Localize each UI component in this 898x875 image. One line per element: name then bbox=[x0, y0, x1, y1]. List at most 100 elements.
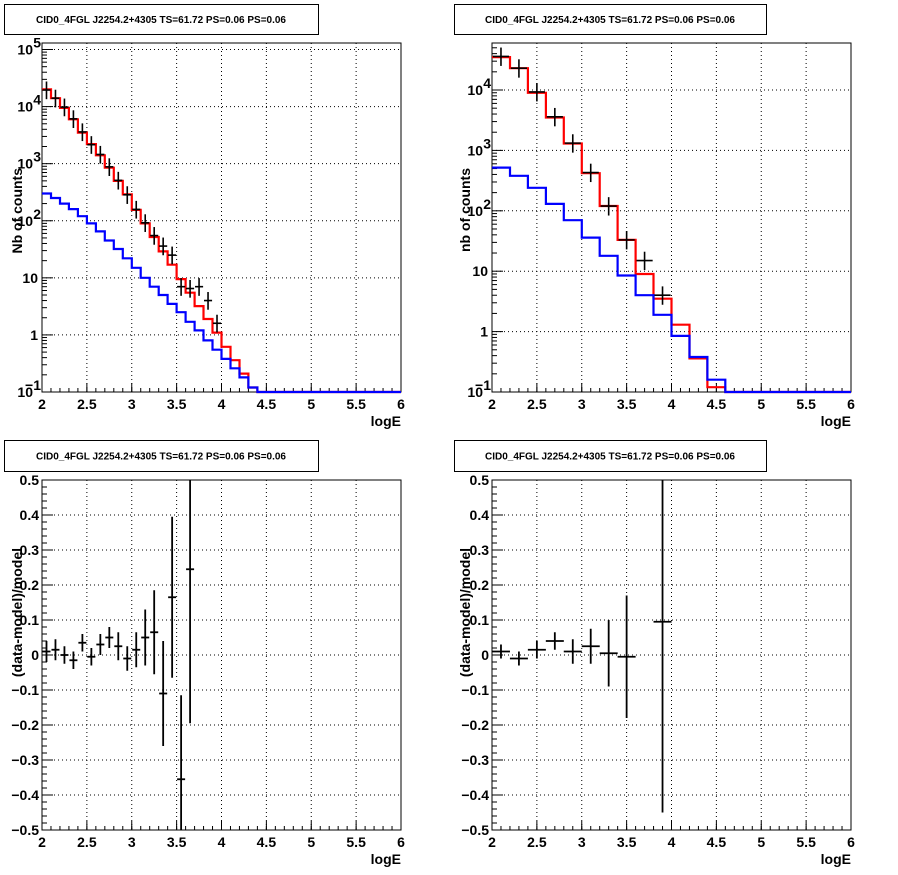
data-point bbox=[51, 89, 60, 108]
data-point bbox=[132, 200, 141, 219]
y-tick-exponent: 3 bbox=[483, 135, 491, 151]
y-tick-label: 0.3 bbox=[20, 542, 40, 558]
y-tick-label: 10 bbox=[472, 263, 488, 279]
y-tick-label: 0.1 bbox=[20, 612, 40, 628]
x-tick-label: 3 bbox=[578, 834, 586, 850]
data-point bbox=[564, 134, 581, 153]
data-point bbox=[141, 214, 150, 232]
residual-point bbox=[527, 641, 546, 659]
data-point bbox=[636, 251, 653, 271]
y-tick-label: 10 bbox=[467, 384, 483, 400]
x-tick-label: 4 bbox=[218, 834, 226, 850]
y-tick-label: 0 bbox=[481, 647, 489, 663]
plot-frame bbox=[491, 42, 852, 393]
chart-panel-2: CID0_4FGL J2254.2+4305 TS=61.72 PS=0.06 … bbox=[454, 4, 855, 429]
residual-point bbox=[114, 632, 123, 661]
y-tick-label: 1 bbox=[30, 327, 38, 343]
y-tick-label: −0.1 bbox=[461, 682, 489, 698]
data-point bbox=[546, 107, 563, 127]
residual-point bbox=[51, 639, 60, 661]
residual-point bbox=[150, 590, 159, 675]
y-tick-label: 10 bbox=[22, 270, 38, 286]
x-tick-label: 5.5 bbox=[346, 834, 366, 850]
data-point bbox=[203, 292, 213, 310]
x-tick-label: 3 bbox=[128, 834, 136, 850]
title-box bbox=[454, 440, 767, 472]
y-tick-label: −0.2 bbox=[461, 717, 489, 733]
x-tick-label: 6 bbox=[397, 834, 405, 850]
data-point bbox=[654, 286, 671, 305]
x-tick-label: 5.5 bbox=[346, 396, 366, 412]
data-point bbox=[600, 197, 617, 216]
x-tick-label: 2.5 bbox=[77, 834, 97, 850]
y-tick-exponent: 4 bbox=[33, 92, 41, 108]
data-point bbox=[510, 59, 528, 78]
y-tick-label: 10 bbox=[17, 99, 33, 115]
x-tick-label: 3 bbox=[128, 396, 136, 412]
title-box bbox=[4, 440, 319, 472]
x-axis-label: logE bbox=[371, 851, 401, 867]
chart-panel-1: CID0_4FGL J2254.2+4305 TS=61.72 PS=0.06 … bbox=[4, 4, 405, 429]
y-tick-label: −0.5 bbox=[11, 822, 39, 838]
residual-point bbox=[563, 639, 582, 664]
title-box bbox=[454, 4, 767, 35]
x-axis-label: logE bbox=[821, 413, 851, 429]
x-tick-label: 6 bbox=[397, 396, 405, 412]
series-step-line-blue bbox=[492, 166, 851, 394]
y-tick-label: 10 bbox=[17, 156, 33, 172]
y-tick-exponent: 3 bbox=[33, 149, 41, 165]
x-tick-label: 4.5 bbox=[707, 396, 727, 412]
residual-point bbox=[177, 695, 186, 830]
chart-title: CID0_4FGL J2254.2+4305 TS=61.72 PS=0.06 … bbox=[36, 15, 286, 26]
x-axis-label: logE bbox=[821, 851, 851, 867]
x-tick-label: 4.5 bbox=[707, 834, 727, 850]
y-tick-label: 0.5 bbox=[20, 472, 40, 488]
data-point bbox=[159, 237, 168, 256]
data-point bbox=[492, 47, 510, 66]
chart-title: CID0_4FGL J2254.2+4305 TS=61.72 PS=0.06 … bbox=[485, 452, 735, 463]
y-axis-label: nb of counts bbox=[457, 168, 473, 252]
y-tick-label: 0.2 bbox=[470, 577, 490, 593]
residual-point bbox=[141, 609, 150, 666]
x-tick-label: 3.5 bbox=[617, 834, 637, 850]
y-tick-label: 10 bbox=[17, 42, 33, 58]
chart-title: CID0_4FGL J2254.2+4305 TS=61.72 PS=0.06 … bbox=[485, 15, 735, 26]
plot-frame bbox=[491, 479, 852, 831]
data-point bbox=[60, 98, 69, 117]
y-tick-label: 10 bbox=[17, 213, 33, 229]
residual-point bbox=[509, 651, 528, 666]
y-axis-label: (data-model)/model bbox=[457, 548, 473, 677]
y-tick-exponent: 2 bbox=[483, 196, 491, 212]
residual-point bbox=[87, 648, 96, 666]
x-tick-label: 5.5 bbox=[796, 834, 816, 850]
series-step-line-red bbox=[42, 88, 401, 394]
y-tick-label: 1 bbox=[480, 324, 488, 340]
y-tick-label: 0.4 bbox=[20, 507, 40, 523]
residual-point bbox=[545, 632, 564, 650]
data-point bbox=[114, 171, 123, 190]
x-tick-label: 5.5 bbox=[796, 396, 816, 412]
residual-point bbox=[69, 651, 78, 669]
y-tick-label: 0.4 bbox=[470, 507, 490, 523]
residual-point bbox=[186, 480, 195, 724]
residual-point bbox=[159, 641, 168, 746]
data-point bbox=[123, 186, 132, 204]
y-tick-label: −0.4 bbox=[461, 787, 489, 803]
y-tick-label: 0.1 bbox=[470, 612, 490, 628]
data-point bbox=[150, 227, 159, 245]
x-tick-label: 3.5 bbox=[617, 396, 637, 412]
y-tick-label: 10 bbox=[467, 82, 483, 98]
y-tick-label: 0 bbox=[31, 647, 39, 663]
residual-point bbox=[617, 595, 636, 718]
y-tick-label: −0.1 bbox=[11, 682, 39, 698]
x-tick-label: 2.5 bbox=[527, 396, 547, 412]
y-tick-label: 0.3 bbox=[470, 542, 490, 558]
data-point bbox=[618, 231, 635, 250]
data-point bbox=[186, 279, 195, 298]
y-tick-exponent: 4 bbox=[483, 75, 491, 91]
residual-point bbox=[599, 620, 618, 687]
residual-point bbox=[105, 627, 114, 648]
x-tick-label: 2 bbox=[488, 396, 496, 412]
y-tick-label: −0.3 bbox=[461, 752, 489, 768]
